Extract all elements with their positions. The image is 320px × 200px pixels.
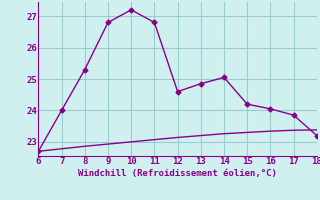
X-axis label: Windchill (Refroidissement éolien,°C): Windchill (Refroidissement éolien,°C) [78,169,277,178]
